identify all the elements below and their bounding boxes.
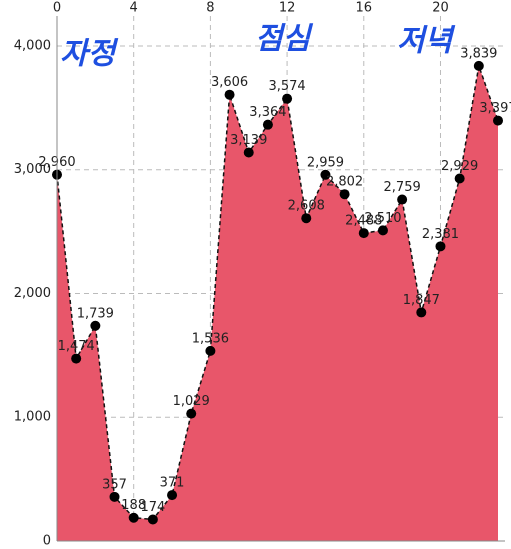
point — [167, 490, 178, 501]
point — [90, 320, 101, 331]
point — [320, 169, 331, 180]
y-tick-label: 2,000 — [14, 286, 51, 301]
x-tick-label: 20 — [432, 1, 449, 16]
value-label: 371 — [160, 476, 185, 491]
value-label: 174 — [140, 500, 165, 515]
point — [454, 173, 465, 184]
point — [186, 408, 197, 419]
value-label: 2,802 — [326, 175, 363, 190]
point — [435, 241, 446, 252]
annotation: 점심 — [255, 22, 314, 57]
point — [473, 60, 484, 71]
x-tick-label: 16 — [356, 1, 373, 16]
value-label: 3,839 — [460, 46, 497, 61]
point — [416, 307, 427, 318]
point — [128, 512, 139, 523]
value-label: 1,847 — [403, 293, 440, 308]
point — [339, 189, 350, 200]
annotation: 자정 — [60, 37, 119, 72]
x-tick-label: 0 — [53, 1, 61, 16]
point — [71, 353, 82, 364]
point — [147, 514, 158, 525]
point — [282, 93, 293, 104]
value-label: 188 — [121, 498, 146, 513]
x-tick-label: 4 — [130, 1, 138, 16]
x-tick-label: 12 — [279, 1, 296, 16]
point — [358, 228, 369, 239]
annotation: 저녁 — [397, 24, 456, 59]
area — [57, 65, 498, 541]
y-tick-label: 4,000 — [14, 38, 51, 53]
value-label: 2,959 — [307, 155, 344, 170]
point — [301, 213, 312, 224]
point — [262, 119, 273, 130]
line — [56, 62, 499, 521]
x-tick-label: 8 — [206, 1, 214, 16]
value-label: 2,759 — [384, 180, 421, 195]
value-label: 357 — [102, 477, 127, 492]
value-label: 1,536 — [192, 331, 229, 346]
y-tick-label: 1,000 — [14, 410, 51, 425]
value-label: 3,397 — [479, 101, 511, 116]
value-label: 1,029 — [173, 394, 210, 409]
value-label: 3,364 — [249, 105, 286, 120]
point — [243, 147, 254, 158]
value-label: 1,739 — [77, 306, 114, 321]
y-tick-label: 0 — [43, 534, 51, 549]
value-label: 3,574 — [268, 79, 305, 94]
point — [493, 115, 503, 126]
point — [397, 194, 408, 205]
value-label: 2,488 — [345, 214, 382, 229]
value-label: 2,608 — [288, 199, 325, 214]
point — [377, 225, 388, 236]
value-label: 1,474 — [58, 339, 95, 354]
value-label: 2,510 — [364, 211, 401, 226]
value-label: 3,139 — [230, 133, 267, 148]
point — [205, 345, 216, 356]
point — [224, 89, 235, 100]
value-label: 2,381 — [422, 227, 459, 242]
y-tick-label: 3,000 — [14, 162, 51, 177]
value-label: 2,929 — [441, 159, 478, 174]
point — [109, 491, 120, 502]
value-label: 3,606 — [211, 75, 248, 90]
